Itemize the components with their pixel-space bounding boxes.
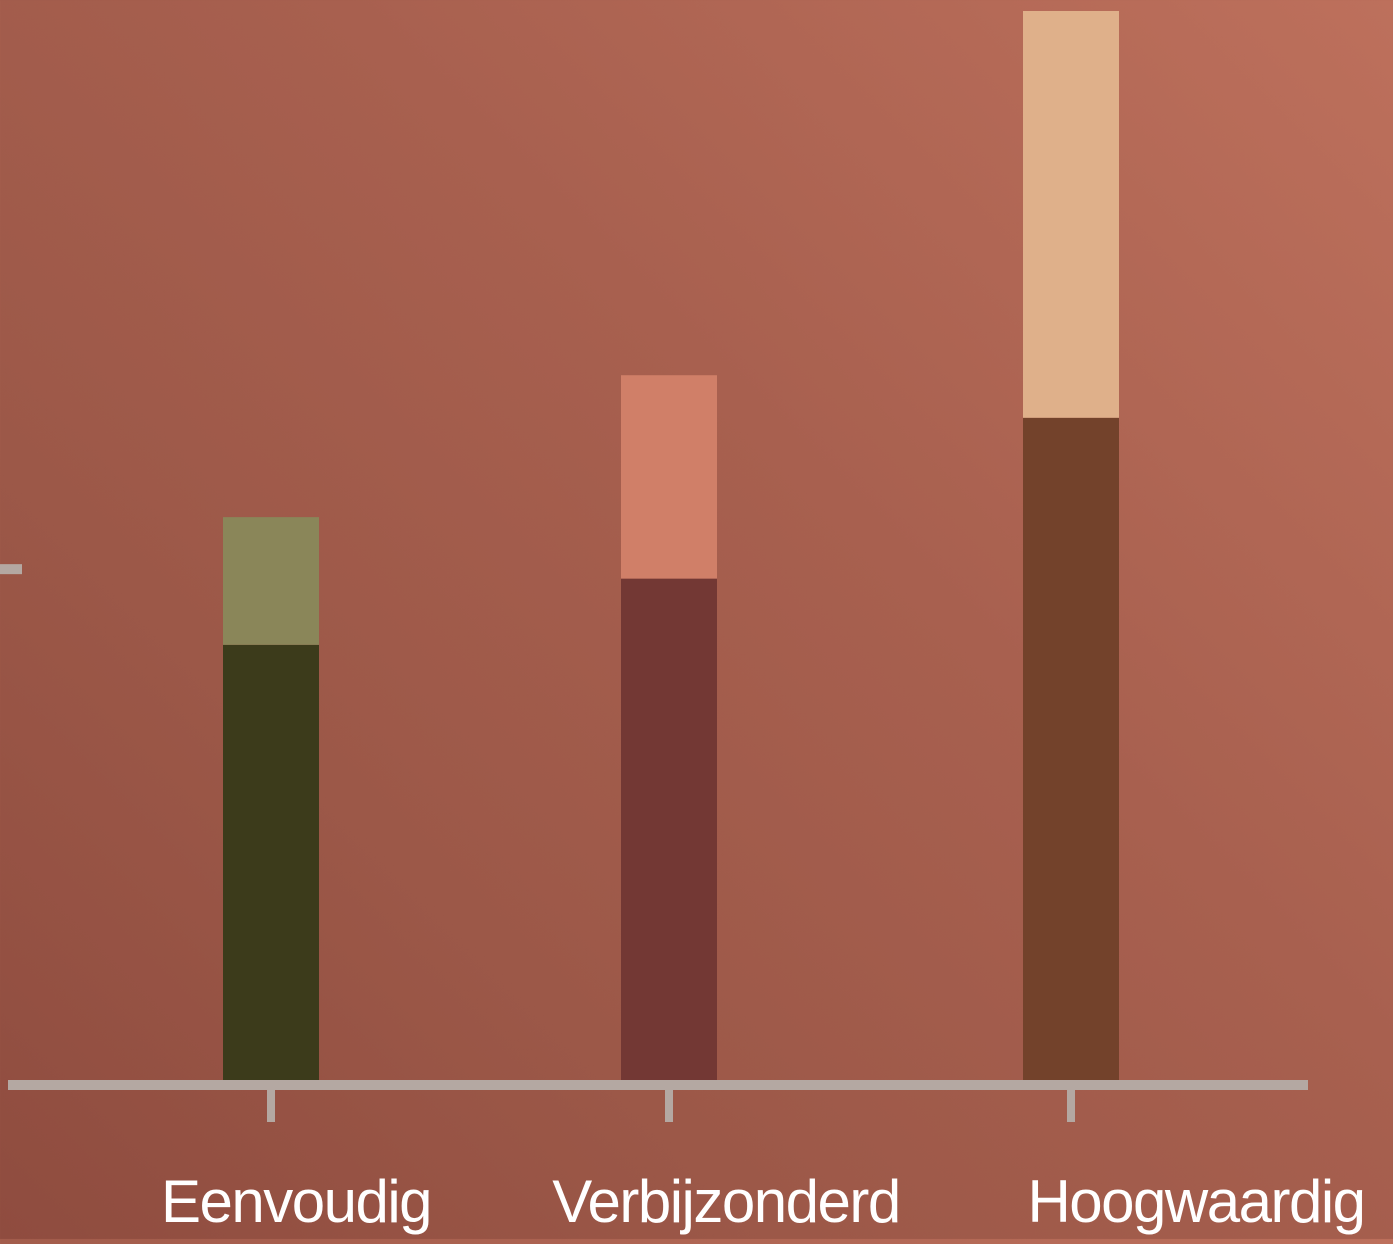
- bar-verbijzonderd-segment-1: [621, 578, 717, 1080]
- x-tick-label-hoogwaardig: Hoogwaardig: [1027, 1168, 1364, 1235]
- x-axis-line: [8, 1080, 1308, 1090]
- labels-layer: Eenvoudig Verbijzonderd Hoogwaardig: [161, 1168, 1366, 1235]
- x-tick-hoogwaardig: [1067, 1090, 1075, 1122]
- bar-eenvoudig-segment-2: [223, 517, 319, 645]
- x-tick-verbijzonderd: [665, 1090, 673, 1122]
- bars-layer: [223, 11, 1119, 1080]
- axis-layer: [0, 564, 1308, 1122]
- y-tick-1: [0, 564, 22, 575]
- x-tick-eenvoudig: [267, 1090, 275, 1122]
- x-tick-label-eenvoudig: Eenvoudig: [161, 1168, 431, 1235]
- bar-hoogwaardig-segment-2: [1023, 11, 1119, 418]
- bar-hoogwaardig-segment-1: [1023, 417, 1119, 1080]
- bar-verbijzonderd-segment-2: [621, 375, 717, 579]
- bar-eenvoudig-segment-1: [223, 644, 319, 1080]
- x-tick-label-verbijzonderd: Verbijzonderd: [552, 1168, 899, 1235]
